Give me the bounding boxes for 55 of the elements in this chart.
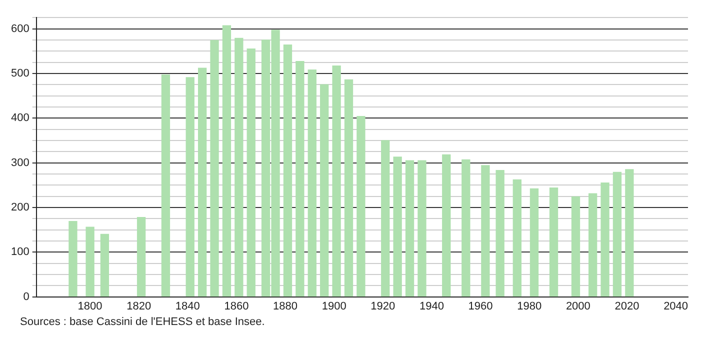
bar [530,188,539,297]
y-tick-label: 0 [23,290,30,303]
bar [393,156,402,297]
x-tick-label: 1900 [322,300,346,312]
bar [161,74,170,297]
bar [320,84,329,297]
bar [462,159,470,297]
x-tick-label: 1820 [126,300,152,312]
x-tick-label: 1800 [78,300,102,312]
bar [332,66,341,297]
x-tick-label: 2020 [614,300,640,312]
bar [442,154,451,297]
x-tick-label: 1980 [517,300,542,312]
bar [344,79,354,297]
y-tick-label: 300 [10,156,30,169]
bar [100,234,110,297]
x-tick-label: 1940 [419,300,444,312]
bar [283,44,292,297]
bar [308,70,316,297]
bar [512,179,522,297]
x-tick-label: 1840 [175,300,200,312]
bar [246,48,256,297]
x-tick-label: 1960 [468,300,493,312]
x-tick-label: 1920 [370,300,396,312]
bar [186,77,194,297]
y-tick-label: 500 [10,67,30,80]
bar [612,172,622,297]
bar [222,25,232,297]
bar [198,68,207,297]
bar [588,193,598,297]
bar [234,38,244,297]
y-tick-label: 200 [10,201,30,214]
y-tick-label: 100 [10,246,30,258]
bar [481,165,490,297]
bar [600,182,610,297]
x-tick-label: 2040 [664,300,688,312]
bar [496,170,504,297]
bar [405,160,414,297]
y-tick-label: 600 [10,22,30,35]
bar [571,196,580,297]
x-tick-label: 1880 [273,300,298,312]
bar [549,187,558,297]
bar [356,116,366,297]
bar [296,61,304,297]
y-tick-label: 400 [10,112,30,124]
bar [136,216,146,297]
x-tick-label: 1860 [224,300,249,312]
bar [418,160,426,297]
bar [86,226,94,297]
source-note: Sources : base Cassini de l'EHESS et base Insee. [20,316,266,328]
bar [625,169,634,297]
x-tick-label: 2000 [566,300,590,312]
bar [381,140,390,297]
bar [210,40,219,297]
bar [68,220,78,297]
